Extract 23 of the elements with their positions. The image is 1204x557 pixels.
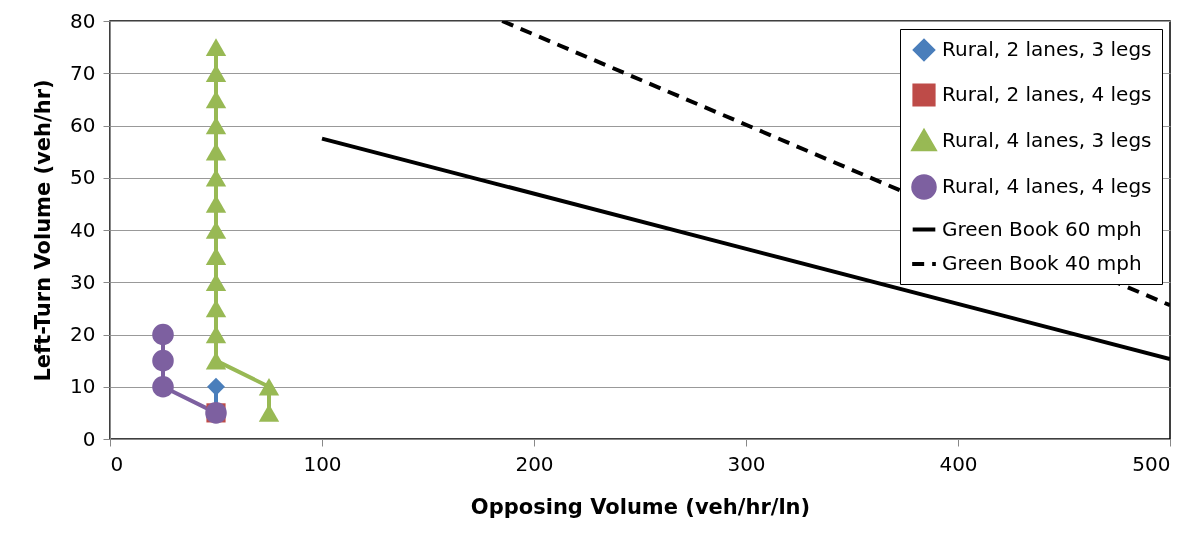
y-tick-label: 30 (70, 269, 96, 294)
legend-label: Rural, 2 lanes, 3 legs (942, 37, 1152, 61)
y-axis-title: Left-Turn Volume (veh/hr) (31, 79, 56, 382)
y-tick-label: 20 (70, 322, 96, 346)
y-tick-label: 60 (70, 113, 96, 137)
y-tick-label: 0 (82, 426, 96, 451)
x-tick-label: 200 (515, 451, 554, 476)
legend-label: Green Book 40 mph (942, 251, 1142, 275)
legend-label: Green Book 60 mph (942, 216, 1142, 241)
x-axis-title: Opposing Volume (veh/hr/ln) (470, 494, 811, 519)
x-tick-label: 400 (939, 451, 978, 476)
x-tick-label: 300 (727, 451, 766, 476)
y-tick-label: 50 (70, 165, 96, 190)
y-tick-label: 40 (70, 217, 96, 242)
legend-label: Rural, 4 lanes, 4 legs (942, 174, 1152, 198)
y-tick-label: 10 (70, 374, 96, 399)
x-tick-label: 0 (110, 451, 124, 476)
x-tick-label: 500 (1132, 451, 1171, 476)
y-tick-label: 80 (70, 8, 96, 33)
x-tick-label: 100 (303, 451, 342, 476)
legend-label: Rural, 4 lanes, 3 legs (942, 127, 1152, 152)
legend-label: Rural, 2 lanes, 4 legs (942, 82, 1152, 106)
y-tick-label: 70 (70, 60, 96, 85)
